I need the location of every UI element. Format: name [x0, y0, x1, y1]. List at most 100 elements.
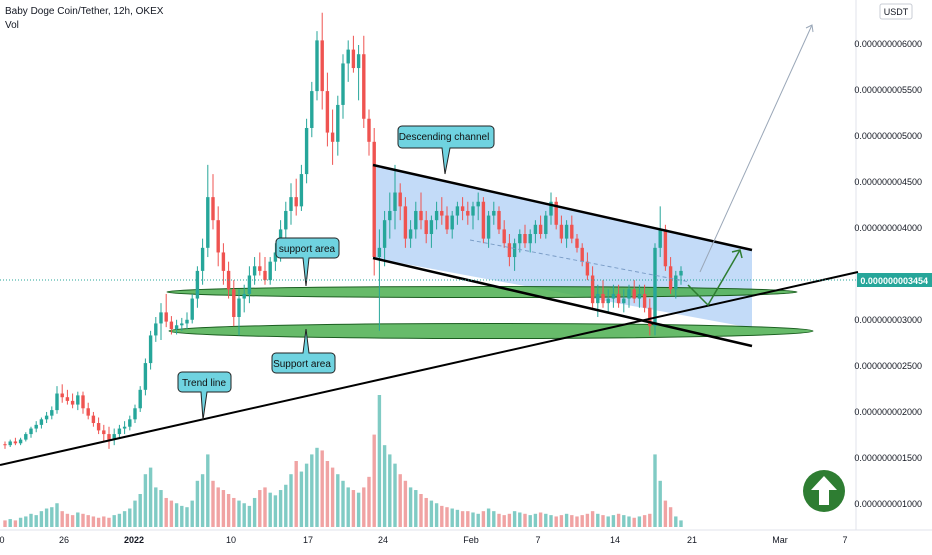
candle-body — [492, 210, 496, 216]
candle-body — [159, 312, 163, 324]
volume-bar — [616, 513, 621, 527]
candle-body — [190, 298, 194, 320]
candle-body — [481, 201, 486, 239]
candle-body — [96, 423, 101, 431]
x-tick-label: 21 — [687, 535, 697, 545]
candle-body — [252, 266, 257, 276]
candle-body — [258, 266, 262, 271]
volume-bar — [403, 480, 408, 527]
drawings — [0, 24, 859, 466]
candle-body — [174, 325, 179, 329]
volume-bar — [336, 474, 340, 527]
y-tick-label: 0.000000001000 — [854, 499, 922, 509]
volume-bar — [206, 454, 210, 527]
candle-body — [242, 293, 246, 299]
volume-bar — [86, 515, 90, 527]
candle-body — [3, 444, 7, 446]
volume-bar — [632, 517, 636, 527]
volume-bar — [91, 516, 96, 527]
channel-mid-dashed — [469, 239, 691, 283]
candle-body — [107, 434, 111, 440]
candle-body — [518, 234, 522, 244]
currency-badge[interactable]: USDT — [879, 3, 913, 20]
volume-bar — [575, 516, 579, 527]
candle-body — [590, 275, 595, 304]
candle-body — [102, 430, 106, 435]
candle-body — [523, 234, 527, 244]
volume-bar — [606, 516, 610, 527]
y-tick-label: 0.000000001500 — [854, 453, 922, 463]
candle-body — [128, 419, 132, 427]
volume-bar — [221, 490, 226, 527]
candle-body — [544, 215, 548, 235]
candle-body — [388, 210, 392, 221]
candle-body — [195, 270, 200, 299]
volume-bar — [601, 515, 605, 527]
volume-bar — [107, 517, 111, 527]
candle-body — [533, 224, 538, 235]
candle-body — [39, 419, 44, 425]
volume-bar — [502, 515, 506, 527]
volume-bar — [143, 474, 148, 527]
callout-support-area-lower[interactable]: Support area — [271, 328, 336, 374]
volume-bar — [24, 516, 28, 527]
volume-bar — [554, 516, 558, 527]
volume-bar — [185, 507, 189, 527]
volume-bar — [585, 513, 590, 527]
candle-body — [502, 229, 506, 244]
callout-support-area-upper[interactable]: support area — [275, 237, 340, 287]
price-axis-panel[interactable] — [856, 0, 932, 530]
volume-bar — [674, 516, 678, 527]
candle-body — [580, 247, 584, 262]
volume-bar — [154, 487, 158, 527]
x-tick-label: 7 — [842, 535, 847, 545]
y-tick-label: 0.000000002500 — [854, 361, 922, 371]
candle-body — [554, 201, 558, 225]
x-tick-label: 24 — [378, 535, 388, 545]
volume-bar — [258, 490, 262, 527]
x-tick-label: 0 — [0, 535, 5, 545]
x-tick-label: 10 — [226, 535, 236, 545]
candle-body — [512, 243, 517, 258]
channel-top-line[interactable] — [372, 163, 753, 252]
candle-body — [367, 118, 371, 142]
candle-body — [86, 408, 90, 416]
volume-bar — [528, 515, 532, 527]
candle-body — [596, 293, 600, 304]
trend-line[interactable] — [0, 271, 859, 466]
volume-bar — [544, 513, 548, 527]
currency-label: USDT — [884, 7, 909, 17]
volume-bar — [320, 450, 324, 527]
volume-bar — [570, 515, 574, 527]
descending-channel-fill — [373, 165, 752, 328]
volume-bar — [8, 519, 12, 527]
callout-trend-line[interactable]: Trend line — [177, 371, 232, 421]
candle-body — [8, 441, 12, 446]
volume-bar — [518, 512, 522, 527]
volume-bar — [148, 467, 153, 527]
candle-body — [237, 298, 241, 317]
y-axis: 0.000000006000 0.000000005500 0.00000000… — [854, 39, 922, 509]
volume-bar — [382, 445, 387, 527]
candle-body — [289, 197, 293, 211]
channel-bottom-line[interactable] — [372, 256, 753, 348]
candle-body — [216, 220, 220, 253]
volume-bar — [232, 497, 236, 527]
candle-body — [476, 201, 480, 207]
volume-bar — [268, 492, 272, 527]
volume-bar — [18, 517, 23, 527]
volume-bar — [450, 508, 454, 527]
volume-bar — [627, 516, 631, 527]
volume-bar — [564, 513, 569, 527]
volume-bar — [65, 513, 70, 527]
candle-body — [81, 395, 85, 409]
up-arrow-logo[interactable] — [803, 470, 845, 512]
candle-body — [299, 174, 304, 207]
x-tick-label: Feb — [463, 535, 479, 545]
candle-body — [679, 270, 683, 276]
volume-bar — [356, 492, 361, 527]
candle-body — [653, 247, 657, 327]
callout-descending-channel[interactable]: Descending channel — [397, 125, 495, 175]
volume-bar — [398, 474, 402, 527]
